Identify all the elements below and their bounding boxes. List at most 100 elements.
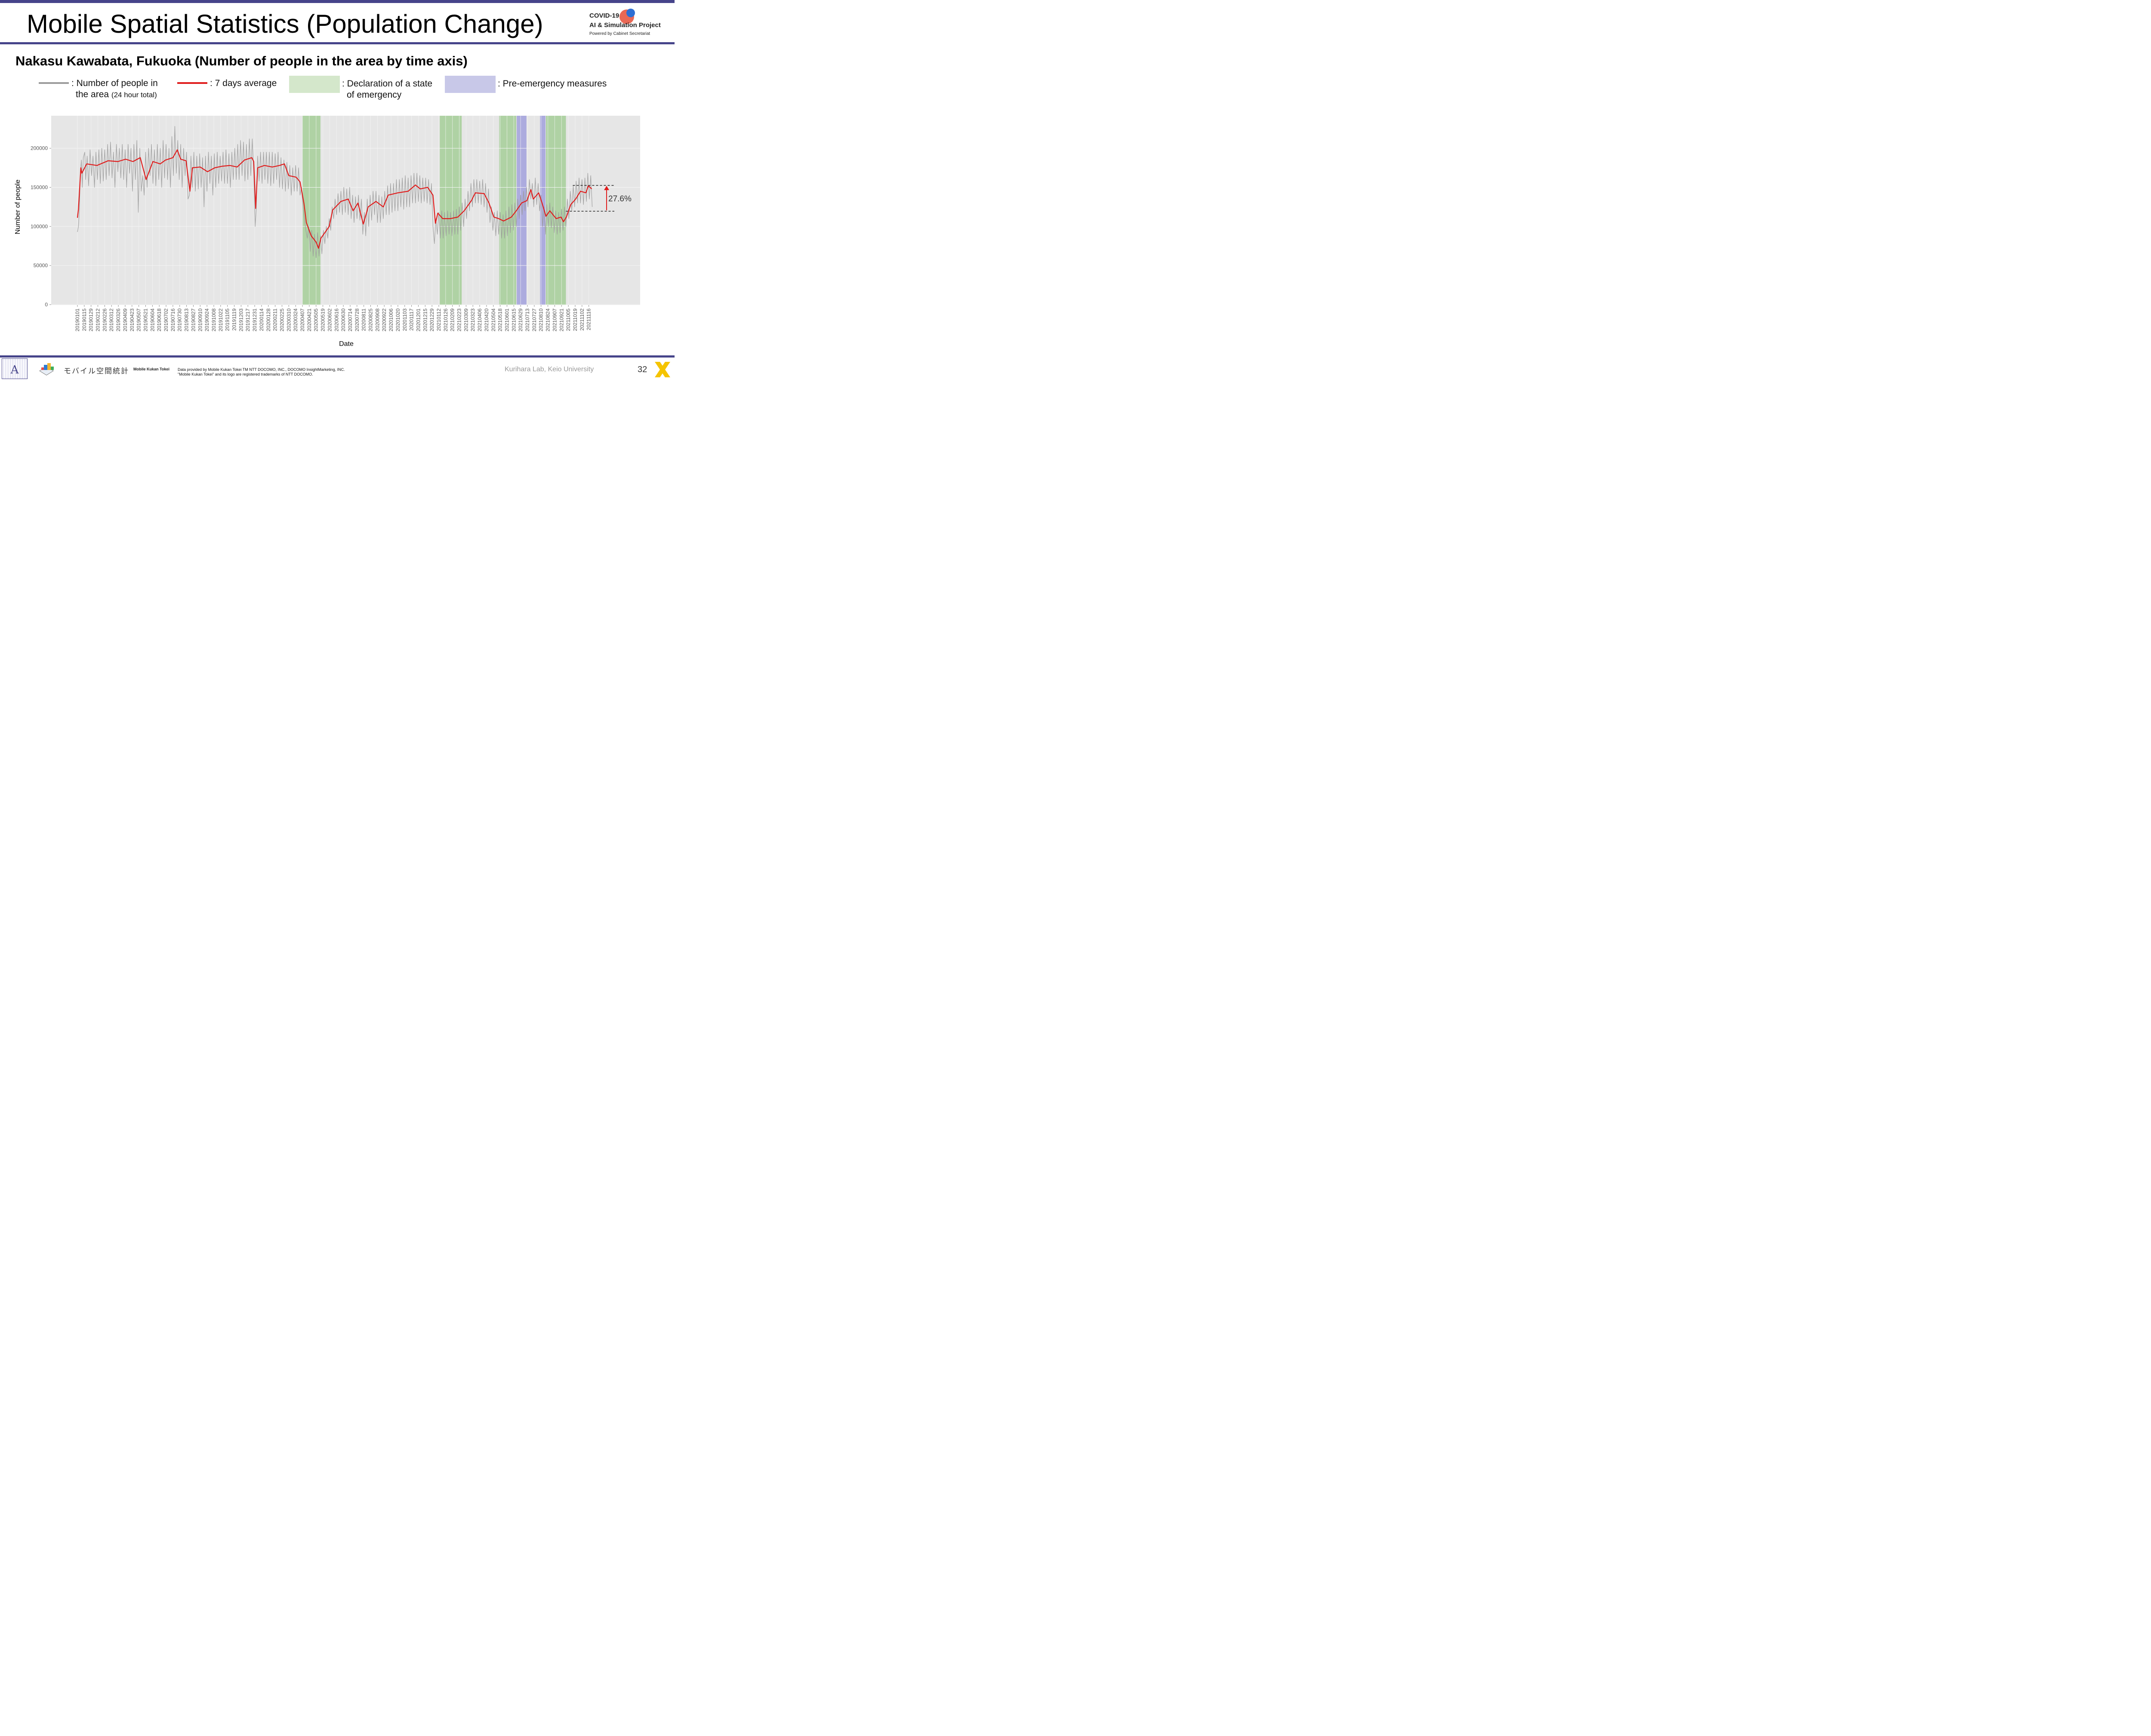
- x-tick-label: 20191231: [252, 308, 258, 332]
- legend-label-daily-1: : Number of people in: [71, 78, 158, 88]
- series-line-daily-count: [77, 126, 593, 258]
- x-tick-label: 20210126: [443, 308, 449, 332]
- legend-label-daily-2: the area (24 hour total): [76, 89, 157, 101]
- x-tick-label: 20190827: [190, 308, 196, 332]
- x-tick-label: 20190115: [81, 308, 87, 331]
- lab-credit: Kurihara Lab, Keio University: [505, 366, 594, 373]
- mobile-kukan-tokei-jp: モバイル空間統計: [64, 367, 129, 376]
- legend-swatch-pre-emergency: [445, 76, 496, 93]
- legend-swatch-emergency: [289, 76, 340, 93]
- x-tick-label: 20190924: [204, 308, 210, 332]
- y-axis-label: Number of people: [14, 179, 22, 234]
- x-tick-label: 20210824: [545, 308, 551, 332]
- x-axis-label: Date: [339, 340, 354, 348]
- x-tick-label: 20211005: [565, 308, 571, 331]
- legend-label-emergency-2: of emergency: [347, 90, 402, 100]
- x-tick-label: 20190910: [197, 308, 203, 332]
- population-chart: 0 50000 100000 150000 200000 Number of people…: [14, 116, 640, 348]
- x-tick-label: 20200922: [381, 308, 387, 332]
- x-tick-label: 20190212: [95, 308, 101, 332]
- x-tick-label: 20190312: [108, 308, 114, 332]
- x-tick-label: 20190716: [170, 308, 176, 332]
- x-tick-label: 20190521: [142, 308, 148, 332]
- pre-emergency-period-band: [540, 116, 545, 305]
- x-tick-label: 20190618: [156, 308, 162, 332]
- x-tick-label: 20210907: [552, 308, 558, 332]
- x-tick-label: 20210223: [456, 308, 462, 332]
- x-tick-label: 20190129: [88, 308, 94, 332]
- y-tick-label: 200000: [31, 145, 48, 151]
- legend-swatch-avg: [177, 82, 207, 84]
- yellow-x-logo-icon: [655, 362, 670, 377]
- x-tick-label: 20210504: [490, 308, 496, 332]
- x-tick-label: 20200421: [306, 308, 312, 332]
- x-tick-label: 20191105: [225, 308, 231, 331]
- x-tick-label: 20191022: [218, 308, 224, 332]
- x-tick-label: 20210406: [477, 308, 483, 332]
- x-tick-label: 20201103: [402, 308, 408, 331]
- x-tick-label: 20210309: [463, 308, 469, 332]
- legend-label-daily-2-main: the area: [76, 89, 109, 99]
- x-tick-label: 20210323: [470, 308, 476, 332]
- x-tick-label: 20200602: [327, 308, 333, 332]
- x-tick-label: 20210629: [518, 308, 524, 332]
- x-tick-label: 20190813: [184, 308, 190, 332]
- x-tick-label: 20190226: [102, 308, 108, 332]
- x-tick-label: 20191119: [231, 308, 237, 331]
- x-tick-label: 20200728: [354, 308, 360, 332]
- mobile-kukan-tokei-en: Mobile Kukan Tokei: [133, 367, 169, 371]
- x-tick-label: 20190326: [115, 308, 121, 332]
- x-tick-label: 20210810: [538, 308, 544, 332]
- x-tick-label: 20191203: [238, 308, 244, 332]
- x-tick-label: 20201117: [409, 308, 415, 331]
- x-tick-label: 20210713: [524, 308, 530, 332]
- x-tick-label: 20200811: [361, 308, 367, 331]
- y-tick-label: 0: [45, 302, 48, 308]
- x-tick-label: 20200714: [347, 308, 353, 332]
- x-tick-label: 20190702: [163, 308, 169, 332]
- emergency-period-band: [440, 116, 462, 305]
- x-tick-label: 20201006: [388, 308, 394, 332]
- emergency-period-band: [302, 116, 320, 305]
- legend-label-pre-emergency: : Pre-emergency measures: [498, 79, 607, 89]
- x-tick-label: 20201229: [429, 308, 435, 332]
- data-notice-line-1: Data provided by Mobile Kukan Tokei TM N…: [178, 367, 345, 372]
- x-tick-label: 20210518: [497, 308, 503, 332]
- legend-label-emergency-1: : Declaration of a state: [342, 79, 433, 89]
- x-tick-label: 20211116: [586, 308, 592, 330]
- x-tick-label: 20200616: [333, 308, 339, 332]
- x-tick-label: 20201215: [422, 308, 428, 332]
- x-tick-label: 20210615: [511, 308, 517, 332]
- logo-line-1: COVID-19: [589, 12, 619, 19]
- page-number: 32: [638, 365, 647, 374]
- x-tick-label: 20190507: [136, 308, 142, 332]
- y-tick-label: 100000: [31, 223, 48, 229]
- x-tick-label: 20200519: [320, 308, 326, 332]
- x-tick-label: 20211019: [572, 308, 578, 331]
- x-tick-label: 20200825: [368, 308, 374, 332]
- x-tick-label: 20190423: [129, 308, 135, 332]
- legend-swatch-daily: [39, 82, 69, 84]
- emergency-period-band: [499, 116, 516, 305]
- x-tick-label: 20191008: [211, 308, 217, 332]
- logo-line-2: AI & Simulation Project: [589, 22, 661, 29]
- x-tick-label: 20201020: [395, 308, 401, 332]
- x-tick-label: 20200225: [279, 308, 285, 332]
- x-tick-label: 20200407: [299, 308, 305, 332]
- svg-text:A: A: [10, 364, 19, 376]
- x-tick-label: 20210601: [504, 308, 510, 332]
- x-tick-label: 20190409: [122, 308, 128, 332]
- x-tick-label: 20210209: [450, 308, 456, 332]
- x-tick-label: 20200908: [374, 308, 380, 332]
- y-tick-label: 150000: [31, 184, 48, 190]
- x-tick-label: 20211102: [579, 308, 585, 331]
- x-tick-label: 20190101: [74, 308, 80, 332]
- covid-ai-project-logo: COVID-19 AI & Simulation Project Powered…: [589, 8, 671, 39]
- x-tick-label: 20191217: [245, 308, 251, 332]
- x-tick-label: 20210727: [531, 308, 537, 332]
- x-tick-label: 20210112: [436, 308, 442, 331]
- x-tick-label: 20200114: [259, 308, 265, 331]
- x-tick-label: 20210420: [484, 308, 490, 332]
- x-tick-label: 20200310: [286, 308, 292, 332]
- x-tick-label: 20190604: [149, 308, 155, 332]
